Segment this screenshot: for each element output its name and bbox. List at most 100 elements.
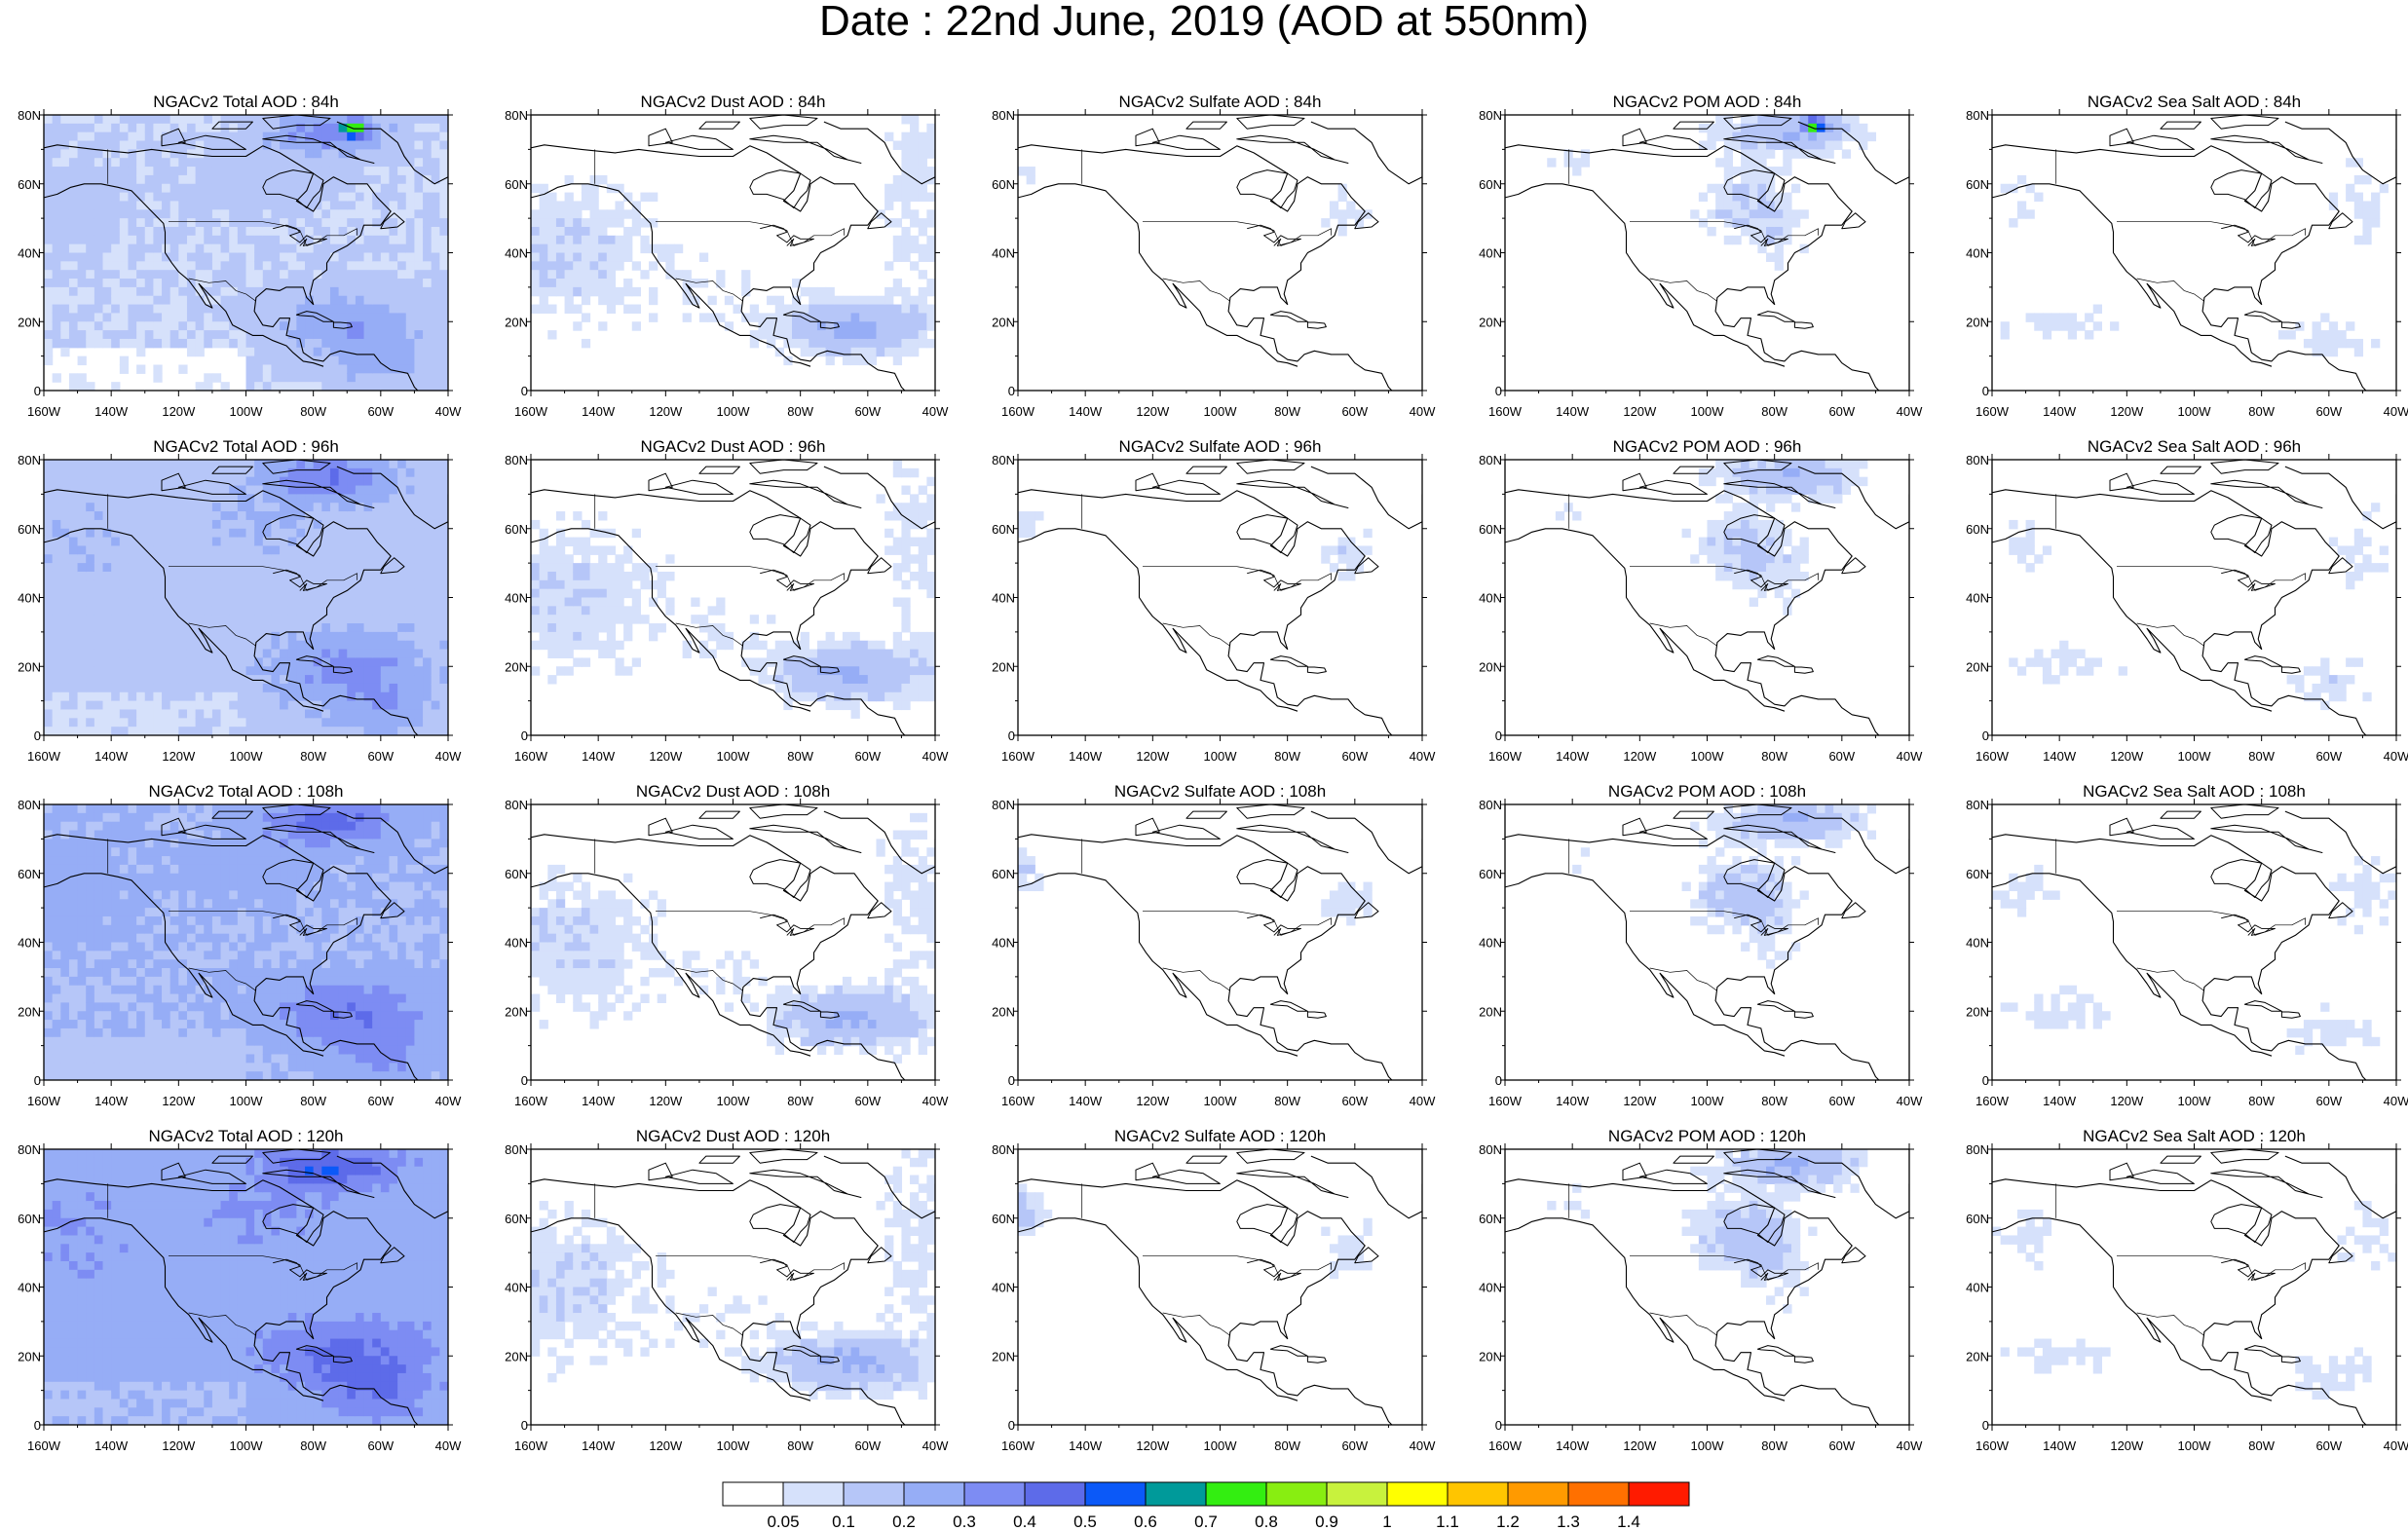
coastline: [2160, 466, 2201, 474]
coastline: [1723, 115, 1792, 130]
lat-tick-label: 20N: [992, 1004, 1015, 1019]
coastline: [2210, 1169, 2323, 1198]
lat-tick-label: 40N: [18, 1281, 41, 1295]
coastline: [531, 834, 906, 1080]
aod-field: [44, 1149, 448, 1425]
aod-field: [531, 115, 935, 391]
lon-tick-label: 40W: [1410, 749, 1436, 764]
coastline: [819, 321, 840, 329]
coastline: [2210, 1204, 2273, 1243]
coastline: [2210, 169, 2273, 208]
lat-tick-label: 0: [1008, 728, 1015, 743]
lon-tick-label: 120W: [1136, 1438, 1170, 1453]
lat-tick-label: 40N: [18, 591, 41, 606]
coastline: [1630, 1255, 1819, 1281]
coastline: [819, 666, 840, 674]
map-panel: NGACv2 Sea Salt AOD : 108h 80N 60N 40N 20N 0 1…: [1966, 782, 2408, 1108]
colorbar-label: 1: [1382, 1512, 1391, 1531]
coastline: [2136, 1312, 2205, 1336]
lon-tick-label: 160W: [1001, 1438, 1035, 1453]
coastline: [2109, 472, 2134, 492]
coastline: [1649, 278, 1718, 302]
aod-field: [1505, 460, 1909, 735]
coastline: [336, 810, 448, 875]
aod-field: [1018, 804, 1422, 1080]
lon-tick-label: 140W: [94, 404, 129, 419]
coastline: [2210, 479, 2323, 508]
map-panel: NGACv2 POM AOD : 84h 80N 60N 40N 20N 0 160W 140…: [1479, 93, 1923, 419]
lon-tick-label: 80W: [2248, 1094, 2275, 1108]
panel-title: NGACv2 POM AOD : 120h: [1608, 1127, 1806, 1145]
lon-tick-label: 100W: [1204, 1094, 1238, 1108]
lat-tick-label: 20N: [992, 1349, 1015, 1363]
coastline: [295, 311, 334, 322]
coastline: [188, 278, 257, 302]
lat-tick-label: 0: [34, 1073, 41, 1088]
coastline: [819, 1356, 840, 1363]
lon-tick-label: 160W: [1001, 404, 1035, 419]
coastline: [1185, 121, 1227, 130]
aod-field: [1505, 1149, 1909, 1425]
lon-tick-label: 160W: [27, 404, 61, 419]
lon-tick-label: 140W: [1556, 1438, 1590, 1453]
coastline: [1135, 817, 1160, 837]
coastline: [1018, 1178, 1393, 1425]
lon-tick-label: 40W: [2384, 749, 2408, 764]
coastline: [2284, 1155, 2396, 1219]
lat-tick-label: 60N: [992, 867, 1015, 881]
aod-field: [44, 804, 448, 1080]
coastline: [1310, 466, 1422, 530]
lat-tick-label: 20N: [18, 1004, 41, 1019]
colorbar-label: 0.7: [1194, 1512, 1218, 1531]
coastline: [1723, 134, 1836, 164]
lon-tick-label: 140W: [582, 749, 616, 764]
coastline: [1018, 489, 1393, 735]
aod-field: [1992, 115, 2396, 391]
lat-tick-label: 80N: [18, 108, 41, 123]
lon-tick-label: 120W: [1136, 749, 1170, 764]
coastline: [44, 1178, 419, 1425]
lat-tick-label: 60N: [18, 522, 41, 537]
coastline: [336, 466, 448, 530]
aod-field: [531, 1149, 935, 1425]
coastline: [1143, 1255, 1332, 1281]
lon-tick-label: 80W: [1274, 1438, 1300, 1453]
colorbar-swatch: [1265, 1481, 1328, 1507]
coastline: [782, 1345, 821, 1357]
coastline: [2136, 967, 2205, 991]
coastline: [1630, 221, 1819, 246]
lon-tick-label: 80W: [300, 1094, 326, 1108]
coastline: [1505, 183, 1786, 367]
lat-tick-label: 0: [1982, 384, 1989, 398]
coastline: [749, 859, 811, 898]
lon-tick-label: 80W: [2248, 404, 2275, 419]
lon-tick-label: 40W: [922, 404, 949, 419]
lon-tick-label: 80W: [1761, 749, 1787, 764]
lat-tick-label: 40N: [1966, 936, 1989, 951]
coastline: [2126, 479, 2195, 495]
coastline: [2243, 1345, 2282, 1357]
coastline: [1992, 144, 2367, 391]
coastline: [1673, 1155, 1714, 1164]
coastline: [1310, 810, 1422, 875]
coastline: [2210, 859, 2273, 898]
lon-tick-label: 40W: [435, 404, 462, 419]
coastline: [867, 1247, 892, 1264]
aod-field: [1992, 460, 2396, 735]
coastline: [1143, 566, 1332, 591]
lon-tick-label: 40W: [922, 1438, 949, 1453]
coastline: [1236, 169, 1298, 208]
coastline: [1162, 622, 1231, 647]
coastline: [2328, 212, 2353, 230]
coastline: [380, 902, 405, 919]
coastline: [262, 1204, 324, 1243]
coastline: [749, 169, 811, 208]
lat-tick-label: 0: [1982, 1073, 1989, 1088]
aod-field: [531, 460, 935, 735]
coastline: [211, 1155, 253, 1164]
coastline: [749, 514, 811, 553]
lat-tick-label: 20N: [1966, 1349, 1989, 1363]
lon-tick-label: 60W: [854, 404, 881, 419]
lon-tick-label: 100W: [2178, 1094, 2212, 1108]
coastline: [44, 873, 324, 1057]
